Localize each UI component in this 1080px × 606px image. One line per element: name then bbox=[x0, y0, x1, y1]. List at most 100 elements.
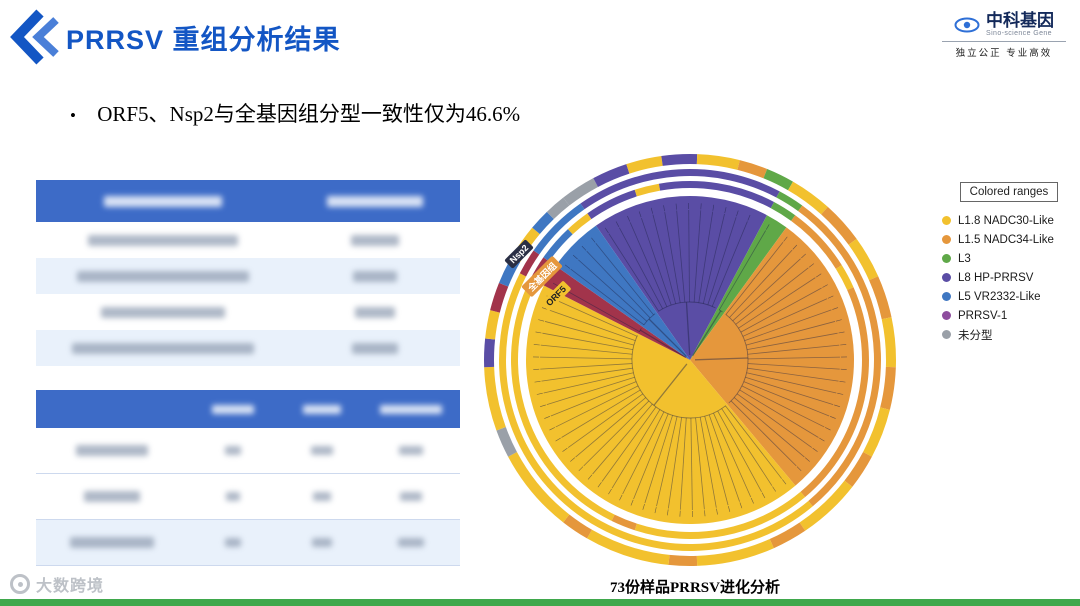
tree-branch-line bbox=[730, 400, 797, 467]
blurred-text bbox=[313, 492, 332, 501]
tree-branch-line bbox=[540, 344, 633, 355]
legend-color-dot bbox=[942, 216, 951, 225]
table-row bbox=[36, 222, 460, 258]
tree-branch-line bbox=[688, 210, 690, 303]
table-row bbox=[36, 294, 460, 330]
outer-ring-segment bbox=[799, 480, 853, 531]
legend-title: Colored ranges bbox=[959, 182, 1059, 202]
bullet-text: ORF5、Nsp2与全基因组分型一致性仅为46.6% bbox=[97, 102, 521, 126]
tree-branch-line bbox=[608, 233, 660, 312]
outer-ring-segment bbox=[769, 522, 806, 549]
tree-leaf-tick bbox=[630, 499, 634, 506]
tree-leaf-tick bbox=[801, 253, 806, 259]
tree-leaf-tick bbox=[570, 457, 576, 462]
table-row bbox=[36, 474, 460, 520]
outer-ring-segment bbox=[863, 407, 890, 457]
inner-ring-segment bbox=[634, 491, 806, 539]
tree-branch-line bbox=[746, 332, 838, 351]
tree-branch-line bbox=[611, 409, 661, 489]
blurred-text bbox=[70, 537, 155, 548]
tree-branch-line bbox=[735, 267, 809, 325]
tree-slice-L1.8 NADC30-Like bbox=[525, 285, 796, 525]
tree-branch-line bbox=[732, 258, 801, 322]
tree-branch-line bbox=[745, 376, 834, 405]
tree-branch-line bbox=[641, 217, 672, 306]
outer-ring-segment bbox=[484, 338, 496, 368]
outer-ring-segment bbox=[869, 276, 892, 320]
tree-trunk-line bbox=[639, 329, 687, 358]
middle-ring-segment bbox=[776, 191, 803, 212]
legend-item: L1.5 NADC34-Like bbox=[942, 230, 1076, 249]
tree-leaf-tick bbox=[819, 437, 825, 442]
tree-branch-line bbox=[629, 222, 668, 307]
blurred-text bbox=[398, 538, 425, 547]
tree-branch-line bbox=[747, 356, 840, 360]
table-row bbox=[36, 520, 460, 566]
tree-leaf-tick bbox=[578, 466, 584, 472]
tree-leaf-tick bbox=[835, 319, 842, 322]
legend-color-dot bbox=[942, 311, 951, 320]
tree-leaf-tick bbox=[816, 273, 822, 278]
legend-color-dot bbox=[942, 330, 951, 339]
tree-leaf-tick bbox=[544, 416, 551, 419]
outer-ring-segment bbox=[844, 452, 872, 487]
outer-ring-segment bbox=[626, 156, 663, 174]
tree-branch-line bbox=[725, 405, 783, 479]
tree-leaf-tick bbox=[663, 205, 665, 212]
tree-branch-line bbox=[586, 250, 651, 319]
tree-branch-line bbox=[652, 214, 677, 304]
tree-leaf-tick bbox=[654, 507, 657, 514]
tree-branch-line bbox=[745, 321, 836, 346]
tree-branch-line bbox=[561, 389, 641, 438]
tree-branch-line bbox=[644, 415, 673, 504]
page-title: PRRSV 重组分析结果 bbox=[66, 25, 341, 55]
middle-ring-segment bbox=[798, 205, 881, 507]
tree-branch-arc bbox=[643, 313, 656, 326]
tree-branch-line bbox=[698, 211, 714, 303]
tree-branch-line bbox=[540, 363, 633, 370]
phylogenetic-tree-svg bbox=[484, 154, 896, 566]
tree-branch-line bbox=[740, 287, 822, 333]
tree-branch-line bbox=[741, 385, 825, 428]
tree-leaf-tick bbox=[627, 215, 631, 222]
legend-item: PRRSV-1 bbox=[942, 306, 1076, 325]
logo-slogan: 独立公正 专业高效 bbox=[955, 48, 1053, 59]
tree-slice-PRRSV-1 bbox=[543, 265, 690, 360]
tree-leaf-tick bbox=[812, 447, 818, 452]
tree-leaf-tick bbox=[724, 207, 727, 214]
tree-leaf-tick bbox=[562, 447, 568, 452]
legend-item: 未分型 bbox=[942, 325, 1076, 344]
blurred-text bbox=[351, 234, 400, 246]
table-row bbox=[36, 330, 460, 366]
inner-ring-segment bbox=[835, 265, 854, 291]
tree-branch-line bbox=[747, 367, 839, 382]
tree-branch-line bbox=[667, 417, 683, 509]
tree-leaf-tick bbox=[538, 319, 545, 322]
blurred-header-text bbox=[380, 404, 443, 414]
tree-branch-line bbox=[618, 227, 664, 310]
phylogenetic-tree-chart: Nsp2 全基因组 ORF5 bbox=[478, 148, 902, 572]
blurred-text bbox=[76, 445, 149, 456]
tree-branch-line bbox=[578, 259, 648, 322]
outer-ring-segment bbox=[880, 366, 896, 410]
blurred-text bbox=[77, 270, 250, 282]
legend-color-dot bbox=[942, 235, 951, 244]
tree-leaf-tick bbox=[534, 380, 541, 383]
table-2-header bbox=[36, 390, 460, 428]
legend-color-dot bbox=[942, 273, 951, 282]
tree-branch-line bbox=[548, 309, 636, 342]
tree-branch-line bbox=[725, 242, 784, 315]
blurred-text bbox=[352, 342, 399, 354]
blurred-text bbox=[88, 234, 239, 246]
tree-leaf-tick bbox=[536, 392, 543, 395]
outer-ring-segment bbox=[546, 197, 570, 220]
outer-ring-segment bbox=[496, 427, 517, 457]
tree-leaf-tick bbox=[822, 284, 828, 288]
blurred-header-text bbox=[303, 404, 342, 414]
tree-branch-line bbox=[747, 363, 840, 370]
tree-leaf-tick bbox=[834, 404, 840, 407]
tree-branch-line bbox=[542, 332, 634, 351]
tree-branch-arc bbox=[638, 328, 642, 333]
middle-ring-segment bbox=[519, 250, 540, 277]
